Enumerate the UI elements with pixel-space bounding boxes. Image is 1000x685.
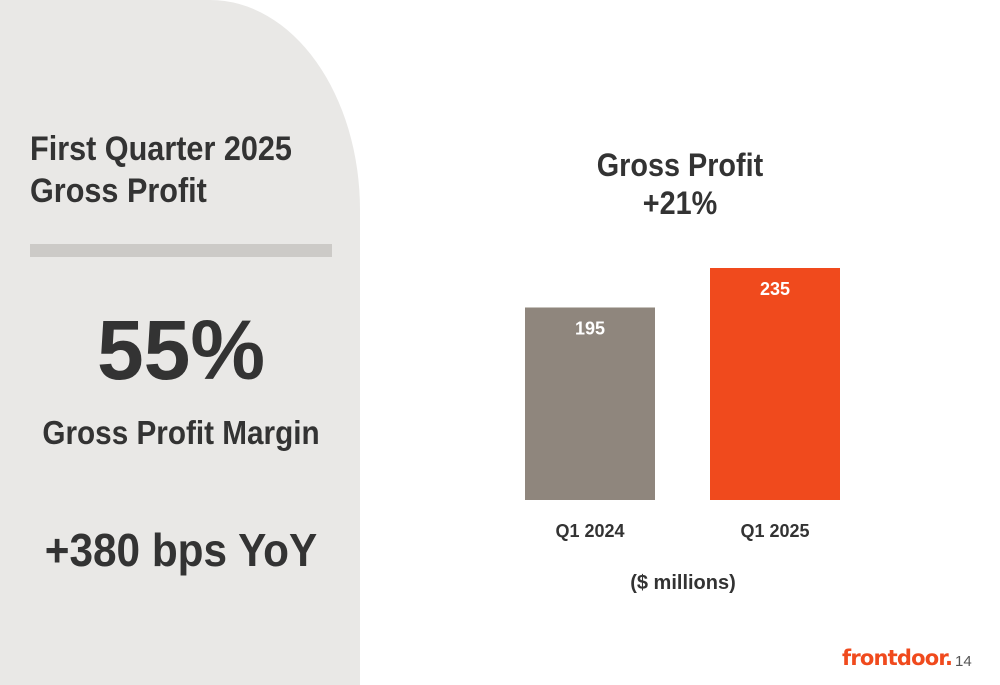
- slide-title-line1: First Quarter 2025: [30, 130, 292, 168]
- gross-profit-bar-chart: 195 Q1 2024 235 Q1 2025: [525, 268, 840, 541]
- left-panel: [0, 0, 360, 685]
- title-divider: [30, 244, 332, 257]
- gross-profit-margin-value: 55%: [96, 303, 266, 397]
- gross-profit-margin-label: Gross Profit Margin: [42, 414, 320, 451]
- chart-title-line1: Gross Profit: [596, 147, 764, 183]
- bar-value-label: 195: [575, 318, 605, 338]
- category-label: Q1 2025: [740, 521, 809, 541]
- slide-title: First Quarter 2025 Gross Profit: [30, 128, 318, 212]
- bar-value-label: 235: [760, 279, 790, 299]
- frontdoor-logo: frontdoor.: [842, 646, 953, 670]
- chart-title-line2: +21%: [642, 185, 718, 221]
- category-label: Q1 2024: [555, 521, 624, 541]
- yoy-change: +380 bps YoY: [44, 524, 318, 576]
- chart-title: Gross Profit +21%: [572, 146, 788, 222]
- bar-q1-2024: [525, 307, 655, 500]
- bar-q1-2025: [710, 268, 840, 500]
- slide-title-line2: Gross Profit: [30, 172, 207, 210]
- page-number: 14: [955, 653, 972, 670]
- units-label: ($ millions): [630, 572, 736, 594]
